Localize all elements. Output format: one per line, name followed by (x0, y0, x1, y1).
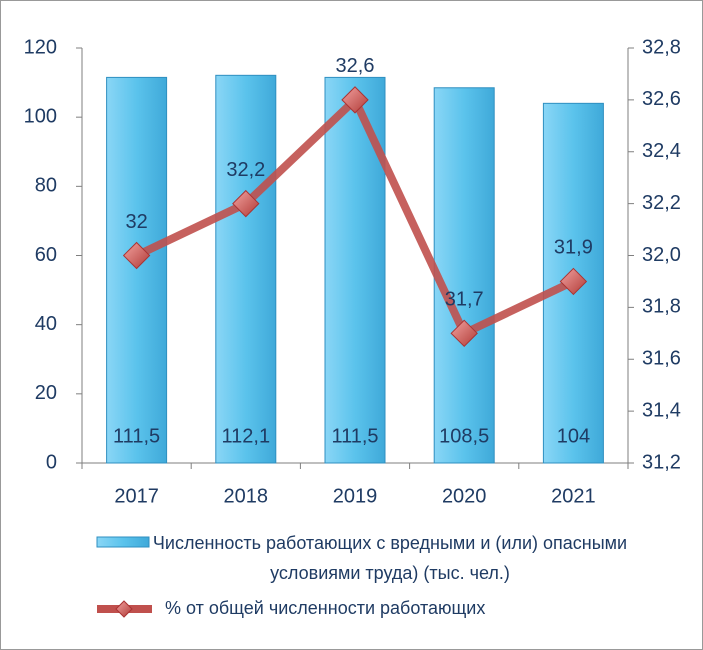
x-tick-label: 2019 (333, 485, 378, 507)
y2-tick-label: 32,2 (642, 192, 681, 214)
y2-tick-label: 32,6 (642, 88, 681, 110)
bar-value-label: 108,5 (439, 425, 489, 447)
y-tick-label: 120 (24, 36, 57, 58)
legend-swatch (96, 536, 150, 548)
y2-tick-label: 32,8 (642, 36, 681, 58)
bar (106, 76, 168, 464)
line-value-label: 32,2 (226, 159, 265, 181)
line-marker (122, 241, 151, 270)
bar-value-label: 111,5 (113, 425, 160, 447)
x-tick-label: 2020 (442, 485, 487, 507)
y-tick-label: 0 (46, 451, 57, 473)
y-tick-label: 80 (35, 175, 57, 197)
line-marker (559, 267, 588, 296)
y2-tick-label: 31,4 (642, 399, 681, 421)
y2-tick-label: 31,6 (642, 348, 681, 370)
y2-tick-label: 32,4 (642, 140, 681, 162)
bar-value-label: 112,1 (222, 425, 271, 447)
bar-value-label: 104 (557, 425, 590, 447)
bar-value-label: 111,5 (331, 425, 378, 447)
y-tick-label: 20 (35, 382, 57, 404)
line-value-label: 31,9 (554, 237, 593, 259)
bar (324, 76, 386, 464)
legend-marker (115, 600, 133, 618)
y-tick-label: 60 (35, 244, 57, 266)
line-marker (341, 86, 369, 114)
y-tick-label: 40 (35, 313, 57, 335)
legend-label: % от общей численности работающих (165, 598, 485, 618)
x-tick-label: 2021 (551, 485, 596, 507)
y2-tick-label: 31,8 (642, 296, 681, 318)
y2-tick-label: 32,0 (642, 244, 681, 266)
line-value-label: 31,7 (445, 289, 484, 311)
legend-label: Численность работающих с вредными и (или… (152, 533, 628, 583)
x-tick-label: 2018 (224, 485, 269, 507)
bar (542, 102, 604, 464)
line-value-label: 32 (125, 211, 147, 233)
bar (433, 87, 495, 464)
line-marker (232, 189, 260, 218)
x-tick-label: 2017 (114, 485, 159, 507)
line-marker (450, 319, 478, 348)
bar (215, 74, 277, 464)
y2-tick-label: 31,2 (642, 451, 681, 473)
line-value-label: 32,6 (336, 55, 375, 77)
y-tick-label: 100 (24, 105, 57, 127)
